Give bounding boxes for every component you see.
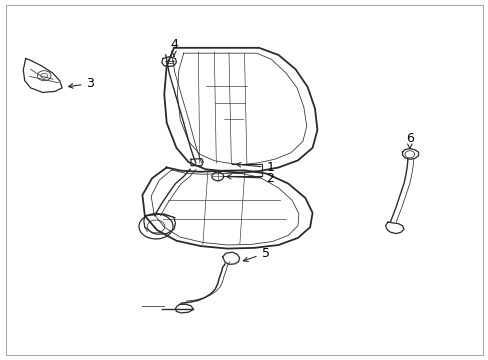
Text: 4: 4 [170, 38, 178, 57]
Text: 6: 6 [405, 132, 413, 149]
Text: 3: 3 [68, 77, 94, 90]
Text: 5: 5 [243, 247, 269, 261]
Text: 2: 2 [226, 172, 274, 185]
Text: 1: 1 [236, 161, 274, 174]
